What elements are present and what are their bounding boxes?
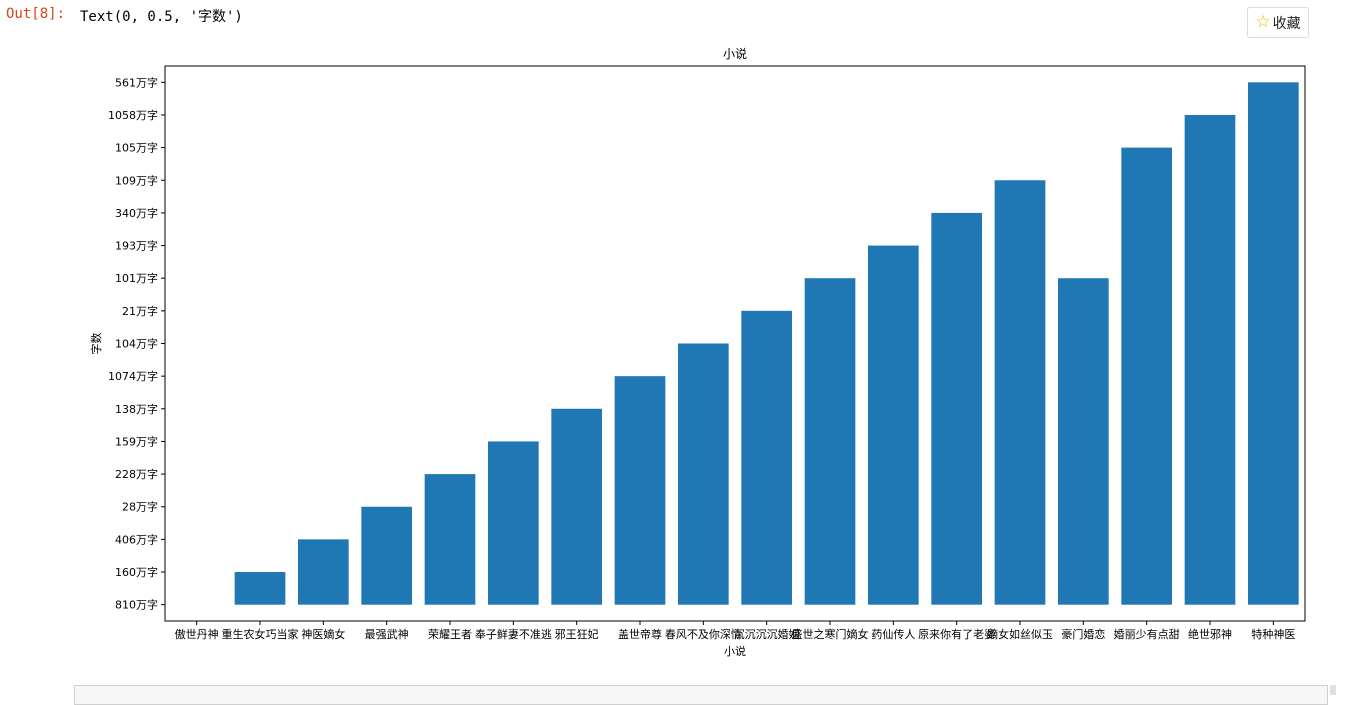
x-tick-label: 最强武神 [365,627,409,641]
x-tick-label: 盖世帝尊 [618,627,662,641]
x-tick-label: 药仙传人 [871,628,915,641]
bar [931,212,982,605]
bar [678,343,729,605]
bar [804,278,856,605]
bar [1058,278,1109,605]
y-tick-label: 228万字 [115,467,158,481]
bar [424,474,476,605]
x-tick-label: 荣耀王者 [428,628,472,641]
chart-title: 小说 [723,46,747,61]
bar [361,506,412,605]
x-tick-label: 重生农女巧当家 [222,627,299,641]
favorite-button[interactable]: ☆ 收藏 [1247,7,1309,38]
y-tick-label: 138万字 [115,402,158,416]
bar [741,310,792,605]
bar [298,539,349,605]
y-tick-label: 193万字 [115,239,158,253]
bar [1184,114,1236,605]
y-tick-label: 160万字 [115,565,158,579]
chart-svg: 810万字 160万字 406万字 28万字 228万字 159万字 138万字 1074万字… [89,46,1306,658]
x-tick-label: 原来你有了老婆 [918,627,995,641]
y-tick-label: 109万字 [115,173,158,187]
bar [868,245,919,605]
x-tick-label: 神医嫡女 [301,627,345,641]
star-icon: ☆ [1255,12,1271,32]
chart-area: 810万字 160万字 406万字 28万字 228万字 159万字 138万字 1074万字… [0,40,1350,680]
y-tick-label: 104万字 [115,337,158,351]
x-tick-label: 沉沉沉沉婚姻 [734,627,800,641]
x-tick-label: 傲世丹神 [175,627,219,641]
scrollbar-hint[interactable] [1330,685,1336,695]
y-tick-label: 561万字 [115,75,158,89]
x-tick-label: 嫡女如丝似玉 [987,627,1053,641]
bar [1121,147,1172,605]
y-tick-label: 810万字 [115,598,158,612]
bar [614,376,666,605]
bar [234,572,286,605]
output-prompt: Out[8]: [6,6,66,22]
y-tick-label: 21万字 [122,304,158,318]
bar [488,441,539,605]
x-tick-label: 盛世之寒门嫡女 [792,627,869,641]
y-tick-label: 28万字 [122,500,158,514]
x-tick-label: 绝世邪神 [1188,627,1232,641]
y-tick-label: 159万字 [115,434,158,448]
x-tick-label: 特种神医 [1251,627,1295,641]
bar [1248,82,1299,605]
y-axis-label: 字数 [89,333,103,355]
y-tick-label: 340万字 [115,206,158,220]
x-tick-label: 邪王狂妃 [555,627,599,641]
x-tick-label: 豪门婚恋 [1061,627,1105,641]
x-tick-label: 婚丽少有点甜 [1114,627,1180,641]
x-tick-label: 奉子鲜妻不准逃 [475,627,552,641]
bar [994,180,1046,605]
y-tick-label: 105万字 [115,141,158,155]
favorite-label: 收藏 [1272,15,1301,32]
x-axis-label: 小说 [724,644,746,658]
bar-chart: 810万字 160万字 406万字 28万字 228万字 159万字 138万字 1074万字… [0,40,1350,684]
x-tick-label: 春风不及你深情 [665,628,742,641]
next-notebook-cell[interactable] [74,685,1328,705]
y-tick-label: 1058万字 [108,108,158,122]
y-tick-label: 406万字 [115,532,158,546]
y-tick-label: 101万字 [115,271,158,285]
output-text: Text(0, 0.5, '字数') [80,9,243,25]
y-tick-label: 1074万字 [108,369,158,383]
bar [551,408,602,605]
